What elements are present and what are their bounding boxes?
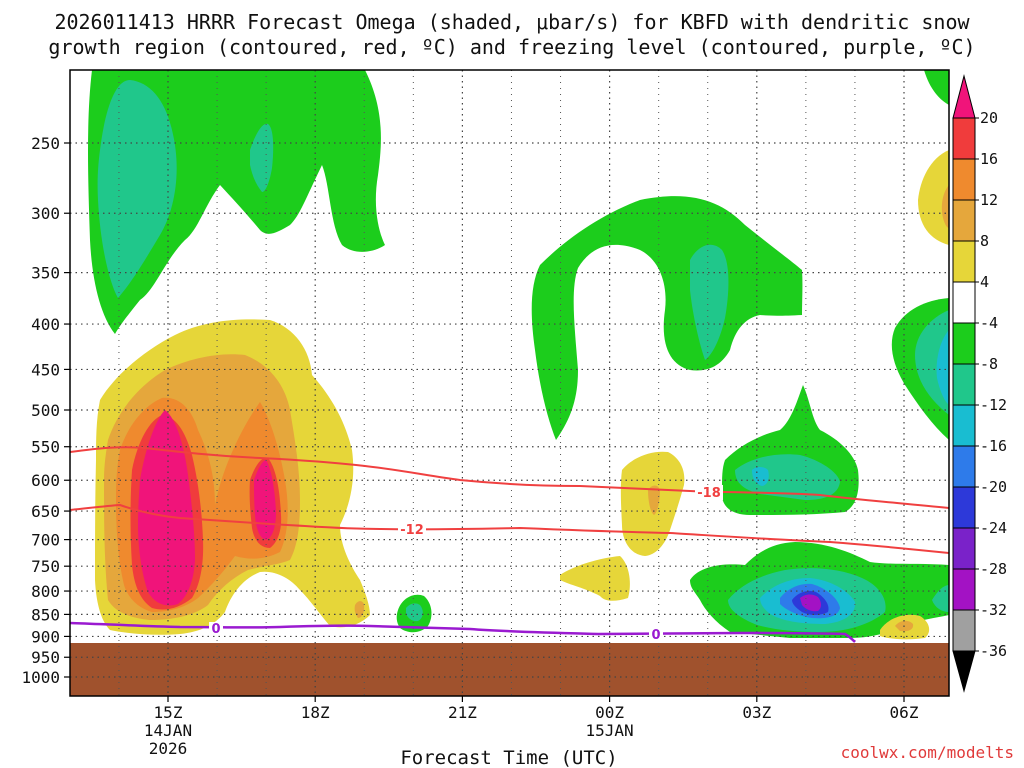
contour-dgz-bottom bbox=[70, 503, 949, 554]
omega-region-right-cyan bbox=[936, 330, 949, 405]
plot-area: -18 -12 0 0 bbox=[70, 70, 949, 696]
y-tick-label: 450 bbox=[31, 360, 60, 379]
colorbar-segment bbox=[952, 445, 976, 488]
omega-region-right-orange bbox=[941, 185, 949, 228]
colorbar-tick-label: -4 bbox=[980, 314, 998, 332]
y-tick-label: 550 bbox=[31, 438, 60, 457]
contour-dgz-top bbox=[70, 446, 949, 509]
omega-region-topright-green bbox=[924, 70, 949, 105]
y-tick-label: 700 bbox=[31, 531, 60, 550]
colorbar-segment bbox=[952, 281, 976, 324]
colorbar-tick-label: 20 bbox=[980, 109, 998, 127]
colorbar-arrow-bottom bbox=[952, 650, 976, 693]
contour-label-freezing-left: 0 bbox=[211, 622, 220, 637]
x-tick-label: 15JAN bbox=[586, 721, 634, 740]
credit-text: coolwx.com/modelts bbox=[841, 743, 1014, 762]
omega-region-left-magenta2 bbox=[254, 460, 276, 540]
y-tick-label: 750 bbox=[31, 557, 60, 576]
colorbar-segment bbox=[952, 158, 976, 201]
y-tick-label: 250 bbox=[31, 134, 60, 153]
plot-frame bbox=[69, 69, 950, 697]
grid-lines bbox=[70, 70, 949, 696]
omega-region-right-yellow bbox=[918, 150, 949, 245]
omega-region-left-small-orange bbox=[354, 601, 365, 618]
x-tick-label: 14JAN bbox=[144, 721, 192, 740]
contour-label-freezing-right: 0 bbox=[651, 628, 660, 643]
contour-label-dgz-bottom: -12 bbox=[400, 523, 424, 538]
colorbar-segment bbox=[952, 199, 976, 242]
x-tick-label: 00Z bbox=[595, 703, 624, 722]
colorbar-tick-label: -16 bbox=[980, 437, 1007, 455]
y-tick-label: 600 bbox=[31, 471, 60, 490]
contour-label-dgz-top: -18 bbox=[697, 486, 721, 501]
below-ground-region bbox=[70, 643, 949, 696]
omega-region-left-magenta bbox=[138, 410, 195, 606]
omega-region-mid-orange bbox=[648, 485, 660, 515]
contours: -18 -12 0 0 bbox=[70, 446, 949, 643]
x-tick-label: 18Z bbox=[301, 703, 330, 722]
omega-region-left-upper-teal2 bbox=[250, 123, 274, 192]
x-tick-label: 2026 bbox=[149, 739, 188, 758]
colorbar-tick-label: 12 bbox=[980, 191, 998, 209]
colorbar-segment bbox=[952, 486, 976, 529]
y-tick-label: 650 bbox=[31, 502, 60, 521]
colorbar-segment bbox=[952, 609, 976, 652]
colorbar-segment bbox=[952, 240, 976, 283]
omega-region-lowcenter-small-teal bbox=[406, 603, 423, 622]
colorbar-tick-label: 16 bbox=[980, 150, 998, 168]
colorbar-tick-label: 8 bbox=[980, 232, 989, 250]
y-tick-label: 1000 bbox=[21, 668, 60, 687]
y-axis: 250 300 350 400 450 500 550 600 650 700 750 800 850 9… bbox=[21, 134, 70, 687]
chart-title-line1: 2026011413 HRRR Forecast Omega (shaded, … bbox=[54, 10, 970, 34]
colorbar-tick-label: -36 bbox=[980, 642, 1007, 660]
colorbar-segment bbox=[952, 363, 976, 406]
omega-region-central-teal bbox=[690, 244, 729, 360]
omega-region-central-green bbox=[531, 196, 803, 440]
colorbar-segment bbox=[952, 404, 976, 447]
y-tick-label: 800 bbox=[31, 582, 60, 601]
colorbar-tick-label: -12 bbox=[980, 396, 1007, 414]
y-tick-label: 950 bbox=[31, 648, 60, 667]
chart-title-line2: growth region (contoured, red, ºC) and f… bbox=[48, 35, 975, 59]
x-tick-label: 21Z bbox=[448, 703, 477, 722]
x-axis-label: Forecast Time (UTC) bbox=[400, 747, 617, 768]
y-tick-label: 850 bbox=[31, 605, 60, 624]
y-tick-label: 350 bbox=[31, 264, 60, 283]
omega-region-lowright-violet bbox=[800, 594, 821, 612]
colorbar-tick-label: -28 bbox=[980, 560, 1007, 578]
omega-region-midright-cyan bbox=[752, 467, 769, 486]
colorbar: 20 16 12 8 4 -4 -8 -12 -16 -20 -24 -28 -32 -36 bbox=[952, 74, 1007, 693]
x-tick-label: 15Z bbox=[154, 703, 183, 722]
omega-region-lowright-right-teal bbox=[932, 585, 949, 612]
colorbar-segment bbox=[952, 568, 976, 611]
colorbar-tick-label: 4 bbox=[980, 273, 989, 291]
colorbar-tick-label: -32 bbox=[980, 601, 1007, 619]
colorbar-tick-label: -24 bbox=[980, 519, 1007, 537]
omega-region-lowcenter-yellow bbox=[560, 556, 630, 601]
omega-region-left-upper-teal bbox=[97, 80, 177, 298]
colorbar-segment bbox=[952, 527, 976, 570]
y-tick-label: 900 bbox=[31, 627, 60, 646]
y-tick-label: 400 bbox=[31, 315, 60, 334]
colorbar-arrow-top bbox=[952, 74, 976, 119]
colorbar-segment bbox=[952, 322, 976, 365]
colorbar-segment bbox=[952, 117, 976, 160]
x-tick-label: 06Z bbox=[890, 703, 919, 722]
colorbar-tick-label: -8 bbox=[980, 355, 998, 373]
x-tick-label: 03Z bbox=[742, 703, 771, 722]
colorbar-tick-label: -20 bbox=[980, 478, 1007, 496]
y-tick-label: 500 bbox=[31, 401, 60, 420]
omega-region-midright-teal bbox=[735, 454, 840, 500]
y-tick-label: 300 bbox=[31, 204, 60, 223]
